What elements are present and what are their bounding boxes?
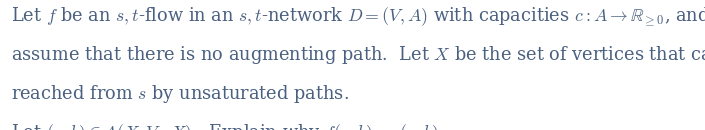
Text: reached from $s$ by unsaturated paths.: reached from $s$ by unsaturated paths. xyxy=(11,83,349,105)
Text: assume that there is no augmenting path.  Let $X$ be the set of vertices that ca: assume that there is no augmenting path.… xyxy=(11,44,705,66)
Text: Let $f$ be an $s,t$-flow in an $s,t$-network $D = (V, A)$ with capacities $c : A: Let $f$ be an $s,t$-flow in an $s,t$-net… xyxy=(11,5,705,28)
Text: Let $(a, b) \in A(X, V \setminus X)$.  Explain why $f(a, b) = c(a, b)$.: Let $(a, b) \in A(X, V \setminus X)$. Ex… xyxy=(11,122,445,130)
